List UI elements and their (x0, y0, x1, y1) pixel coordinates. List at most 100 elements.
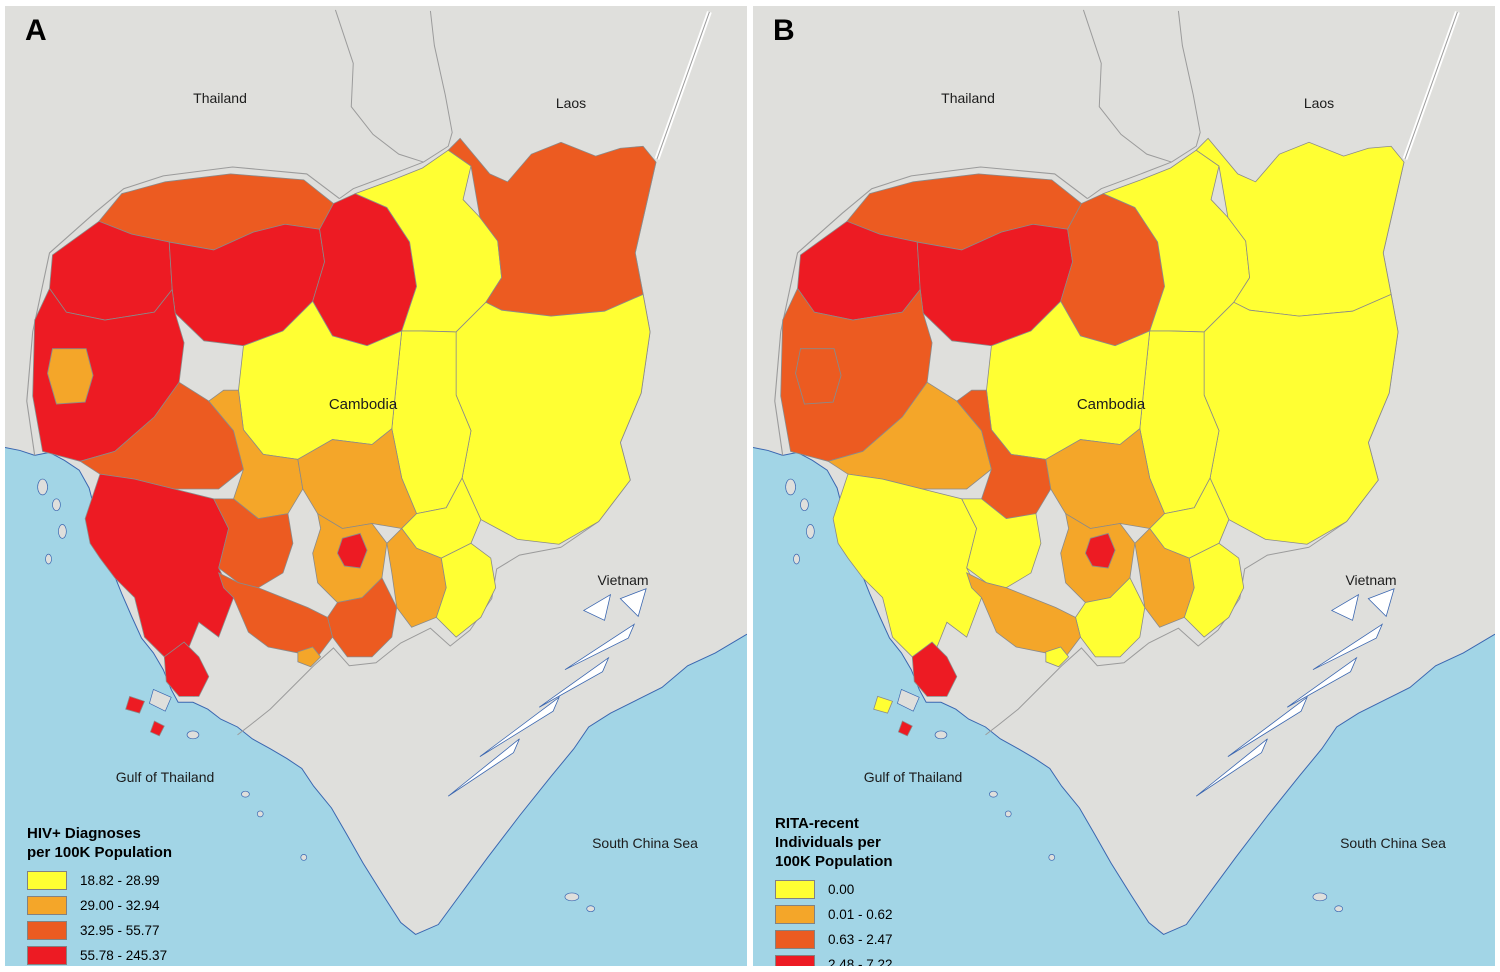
estuary (479, 696, 560, 757)
map-region (213, 498, 294, 589)
map-region (32, 287, 185, 462)
island (1004, 810, 1012, 818)
island (564, 892, 580, 902)
island (806, 524, 815, 539)
legend-row: 0.63 - 2.47 (775, 930, 893, 949)
island (897, 688, 920, 712)
legend-swatch (27, 871, 67, 890)
estuary (1227, 696, 1308, 757)
island (934, 730, 948, 740)
label-thailand: Thailand (941, 90, 995, 106)
map-region (435, 542, 497, 638)
legend-title-line: Individuals per (775, 834, 881, 851)
map-region (163, 641, 210, 697)
choropleth-map (753, 6, 1495, 966)
map-region (218, 572, 333, 658)
laos-vietnam-border (1404, 11, 1458, 160)
estuary (447, 738, 520, 797)
legend-row: 0.00 (775, 880, 893, 899)
map-region (780, 287, 933, 462)
legend-a-title: HIV+ Diagnoses per 100K Population (27, 824, 172, 862)
estuary (539, 656, 610, 708)
map-region (297, 646, 322, 668)
legend-swatch (775, 955, 815, 966)
estuary (619, 588, 647, 618)
map-region (1134, 527, 1195, 628)
estuary (1312, 623, 1384, 671)
map-region (336, 532, 368, 569)
island (793, 553, 800, 565)
island (52, 498, 61, 512)
legend-swatch (775, 905, 815, 924)
legend-class-label: 55.78 - 245.37 (80, 948, 168, 963)
estuary (1367, 588, 1395, 618)
map-a-host (5, 6, 747, 966)
thailand-laos-border (1082, 9, 1172, 163)
legend-class-label: 0.01 - 0.62 (828, 907, 893, 922)
legend-class-label: 2.48 - 7.22 (828, 957, 893, 966)
legend-swatch (27, 896, 67, 915)
legend-a: HIV+ Diagnoses per 100K Population 18.82… (27, 824, 172, 966)
label-gulf-of-thailand: Gulf of Thailand (115, 769, 215, 785)
legend-title-line: 100K Population (775, 853, 893, 870)
island (1048, 854, 1056, 861)
thailand-cambodia-border (26, 166, 340, 456)
estuary (1287, 656, 1358, 708)
island (785, 478, 796, 496)
legend-class-label: 0.63 - 2.47 (828, 932, 893, 947)
legend-title-line: HIV+ Diagnoses (27, 825, 141, 842)
legend-b-title: RITA-recent Individuals per 100K Populat… (775, 814, 893, 871)
island (256, 810, 264, 818)
laos-vietnam-border (656, 11, 710, 160)
map-region (873, 695, 894, 714)
label-gulf-of-thailand: Gulf of Thailand (863, 769, 963, 785)
island (800, 498, 809, 512)
laos-cambodia-border (339, 10, 453, 199)
legend-swatch (775, 930, 815, 949)
label-vietnam: Vietnam (597, 572, 649, 588)
thailand-cambodia-border (774, 166, 1088, 456)
legend-b-rows: 0.00 0.01 - 0.62 0.63 - 2.47 2.48 - 7.22 (775, 880, 893, 966)
island (37, 478, 48, 496)
panel-a: A Thailand Laos Cambodia Vietnam Gulf of… (5, 6, 747, 966)
map-b-host (753, 6, 1495, 966)
legend-row: 18.82 - 28.99 (27, 871, 172, 890)
map-region (897, 720, 913, 737)
legend-class-label: 32.95 - 55.77 (80, 923, 160, 938)
legend-class-label: 0.00 (828, 882, 855, 897)
island (1312, 892, 1328, 902)
island (586, 905, 595, 913)
thailand-laos-border (334, 9, 424, 163)
map-region (149, 720, 165, 737)
legend-row: 55.78 - 245.37 (27, 946, 172, 965)
legend-row: 2.48 - 7.22 (775, 955, 893, 966)
estuary (582, 593, 612, 621)
map-region (961, 498, 1042, 589)
estuary (1330, 593, 1360, 621)
legend-swatch (27, 946, 67, 965)
island (45, 553, 52, 565)
map-region (125, 695, 146, 714)
label-laos: Laos (555, 95, 587, 111)
choropleth-map (5, 6, 747, 966)
panel-b-letter: B (773, 14, 795, 47)
island (58, 524, 67, 539)
legend-title-line: RITA-recent (775, 815, 859, 832)
map-region (386, 527, 447, 628)
legend-b: RITA-recent Individuals per 100K Populat… (775, 814, 893, 966)
island (300, 854, 308, 861)
legend-swatch (27, 921, 67, 940)
legend-row: 0.01 - 0.62 (775, 905, 893, 924)
legend-swatch (775, 880, 815, 899)
island (241, 790, 250, 798)
label-south-china-sea: South China Sea (592, 835, 698, 851)
estuary (564, 623, 636, 671)
laos-cambodia-border (1087, 10, 1201, 199)
map-region (1084, 532, 1116, 569)
label-vietnam: Vietnam (1345, 572, 1397, 588)
panel-a-letter: A (25, 14, 47, 47)
legend-title-line: per 100K Population (27, 844, 173, 861)
map-region (47, 348, 94, 405)
map-region (966, 572, 1081, 658)
